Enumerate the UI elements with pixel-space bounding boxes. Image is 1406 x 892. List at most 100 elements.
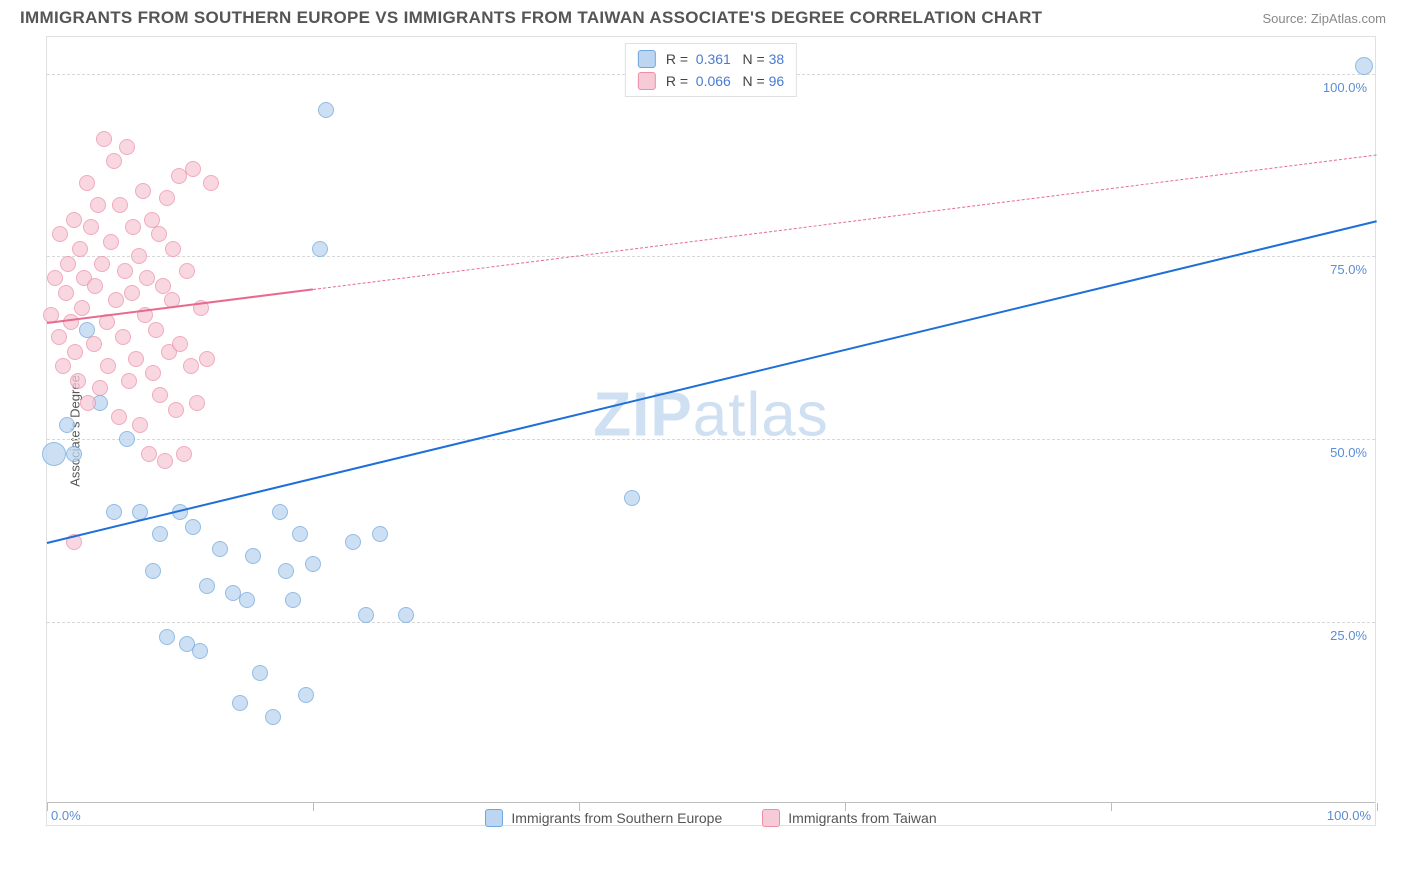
gridline [47,622,1375,623]
data-point [117,263,133,279]
legend-swatch [485,809,503,827]
legend-swatch [638,72,656,90]
data-point [272,504,288,520]
data-point [358,607,374,623]
data-point [157,453,173,469]
data-point [87,278,103,294]
data-point [132,417,148,433]
trend-line-dashed [313,154,1377,290]
legend-text: R = 0.361 N = 38 [666,51,784,67]
data-point [239,592,255,608]
series-legend-item: Immigrants from Southern Europe [485,809,722,827]
data-point [60,256,76,272]
series-legend-item: Immigrants from Taiwan [762,809,936,827]
legend-row: R = 0.361 N = 38 [638,48,784,70]
data-point [112,197,128,213]
data-point [159,190,175,206]
data-point [183,358,199,374]
data-point [131,248,147,264]
data-point [96,131,112,147]
series-legend-label: Immigrants from Southern Europe [511,810,722,826]
series-legend: Immigrants from Southern Europe Immigrant… [47,809,1375,827]
data-point [83,219,99,235]
data-point [278,563,294,579]
data-point [59,417,75,433]
data-point [79,175,95,191]
data-point [144,212,160,228]
series-legend-label: Immigrants from Taiwan [788,810,936,826]
data-point [179,263,195,279]
data-point [94,256,110,272]
data-point [119,431,135,447]
data-point [145,563,161,579]
chart-area: Associate's Degree ZIPatlas 25.0%50.0%75… [46,36,1376,826]
data-point [106,153,122,169]
data-point [100,358,116,374]
source-attribution: Source: ZipAtlas.com [1262,11,1386,26]
data-point [345,534,361,550]
y-tick-label: 75.0% [1330,262,1367,277]
data-point [66,446,82,462]
data-point [108,292,124,308]
data-point [152,526,168,542]
data-point [312,241,328,257]
data-point [128,351,144,367]
data-point [139,270,155,286]
data-point [372,526,388,542]
y-tick-label: 100.0% [1323,80,1367,95]
data-point [159,629,175,645]
data-point [111,409,127,425]
watermark-light: atlas [693,381,829,450]
data-point [252,665,268,681]
data-point [58,285,74,301]
data-point [125,219,141,235]
y-tick-label: 50.0% [1330,445,1367,460]
data-point [70,373,86,389]
data-point [151,226,167,242]
data-point [1355,57,1373,75]
data-point [398,607,414,623]
gridline [47,256,1375,257]
y-tick-label: 25.0% [1330,628,1367,643]
data-point [176,446,192,462]
chart-title: IMMIGRANTS FROM SOUTHERN EUROPE VS IMMIG… [20,8,1042,28]
data-point [51,329,67,345]
x-axis [47,802,1375,803]
data-point [74,300,90,316]
data-point [121,373,137,389]
data-point [63,314,79,330]
data-point [79,322,95,338]
data-point [119,139,135,155]
data-point [115,329,131,345]
data-point [199,351,215,367]
data-point [67,344,83,360]
data-point [168,402,184,418]
correlation-legend: R = 0.361 N = 38 R = 0.066 N = 96 [625,43,797,97]
data-point [152,387,168,403]
data-point [318,102,334,118]
data-point [265,709,281,725]
legend-swatch [762,809,780,827]
data-point [103,234,119,250]
data-point [52,226,68,242]
data-point [141,446,157,462]
data-point [172,336,188,352]
data-point [185,161,201,177]
data-point [55,358,71,374]
data-point [203,175,219,191]
data-point [624,490,640,506]
legend-text: R = 0.066 N = 96 [666,73,784,89]
data-point [155,278,171,294]
data-point [86,336,102,352]
data-point [72,241,88,257]
data-point [298,687,314,703]
data-point [90,197,106,213]
data-point [292,526,308,542]
data-point [212,541,228,557]
data-point [185,519,201,535]
data-point [47,270,63,286]
data-point [305,556,321,572]
data-point [42,442,66,466]
data-point [189,395,205,411]
data-point [165,241,181,257]
